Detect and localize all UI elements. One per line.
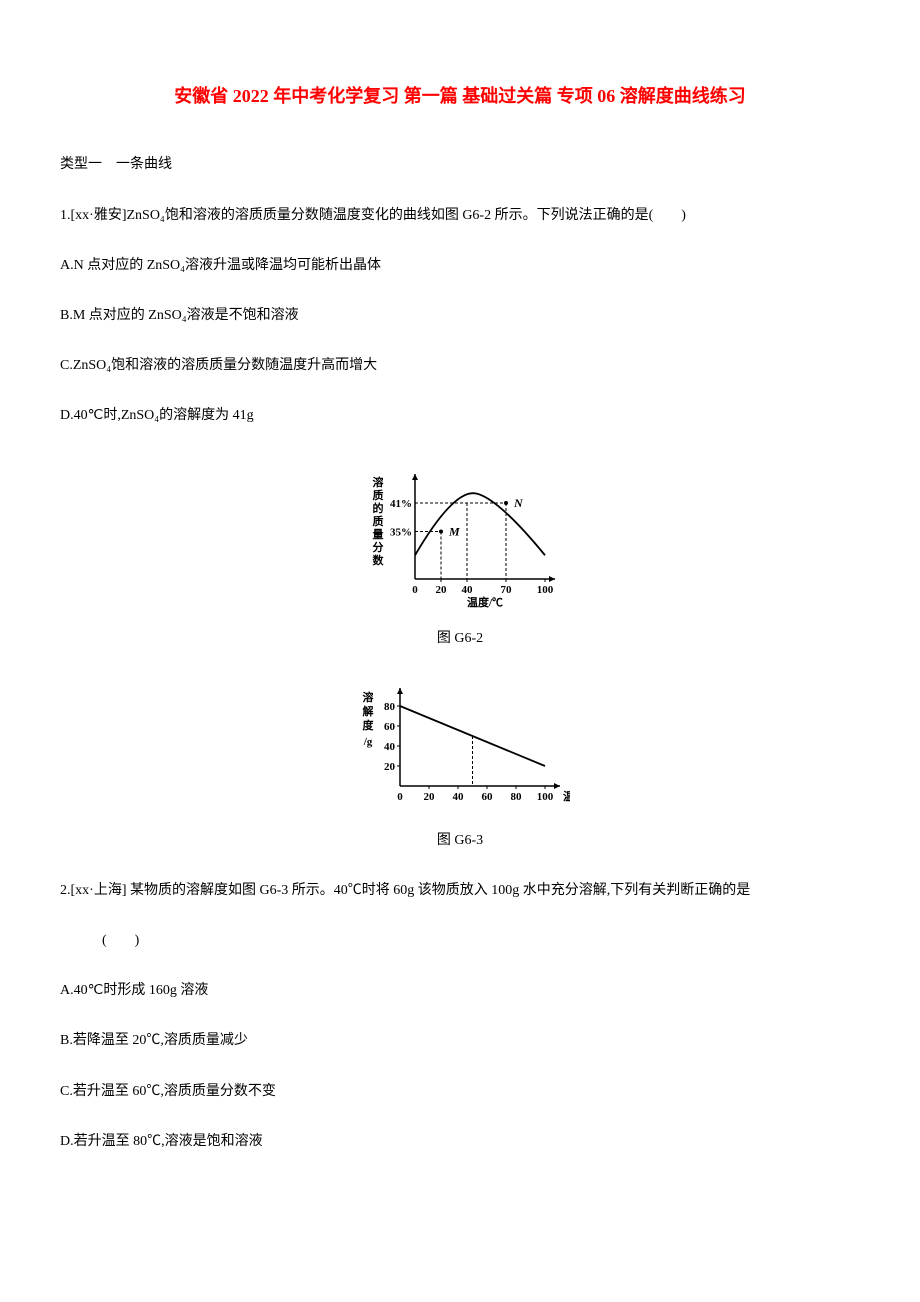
figure-2-caption: 图 G6-3 xyxy=(60,828,860,853)
svg-text:41%: 41% xyxy=(390,498,412,510)
q2-stem: 2.[xx·上海] 某物质的溶解度如图 G6-3 所示。40℃时将 60g 该物… xyxy=(60,878,860,903)
svg-text:60: 60 xyxy=(384,721,396,733)
svg-text:的: 的 xyxy=(373,501,384,515)
svg-text:数: 数 xyxy=(373,553,385,567)
q2-option-c: C.若升温至 60℃,溶质质量分数不变 xyxy=(60,1079,860,1104)
svg-text:40: 40 xyxy=(462,584,474,596)
svg-text:40: 40 xyxy=(384,741,396,753)
q1-option-d: D.40℃时,ZnSO₄的溶解度为 41g xyxy=(60,403,860,428)
q1-option-c: C.ZnSO₄饱和溶液的溶质质量分数随温度升高而增大 xyxy=(60,353,860,378)
svg-text:80: 80 xyxy=(511,791,523,803)
svg-text:20: 20 xyxy=(436,584,448,596)
svg-text:20: 20 xyxy=(424,791,436,803)
q2-option-b: B.若降温至 20℃,溶质质量减少 xyxy=(60,1028,860,1053)
figure-1-caption: 图 G6-2 xyxy=(60,626,860,651)
svg-text:100: 100 xyxy=(537,791,554,803)
q2-option-a: A.40℃时形成 160g 溶液 xyxy=(60,978,860,1003)
svg-text:20: 20 xyxy=(384,761,396,773)
svg-text:温度/℃: 温度/℃ xyxy=(467,595,503,609)
svg-text:度: 度 xyxy=(363,718,375,732)
svg-text:质: 质 xyxy=(373,514,384,528)
svg-text:/g: /g xyxy=(363,736,373,748)
svg-text:0: 0 xyxy=(412,584,418,596)
svg-text:质: 质 xyxy=(373,488,384,502)
page-title: 安徽省 2022 年中考化学复习 第一篇 基础过关篇 专项 06 溶解度曲线练习 xyxy=(60,80,860,112)
svg-text:溶: 溶 xyxy=(363,690,374,704)
svg-text:100: 100 xyxy=(537,584,554,596)
svg-text:70: 70 xyxy=(501,584,513,596)
svg-text:分: 分 xyxy=(373,540,384,554)
svg-text:解: 解 xyxy=(363,704,374,718)
q2-stem-blank: ( ) xyxy=(102,928,860,953)
q1-stem: 1.[xx·雅安]ZnSO₄饱和溶液的溶质质量分数随温度变化的曲线如图 G6-2… xyxy=(60,203,860,228)
svg-text:0: 0 xyxy=(397,791,403,803)
svg-text:M: M xyxy=(448,524,460,538)
q1-option-b: B.M 点对应的 ZnSO₄溶液是不饱和溶液 xyxy=(60,303,860,328)
svg-text:溶: 溶 xyxy=(373,475,384,489)
q2-option-d: D.若升温至 80℃,溶液是饱和溶液 xyxy=(60,1129,860,1154)
q1-option-a: A.N 点对应的 ZnSO₄溶液升温或降温均可能析出晶体 xyxy=(60,253,860,278)
figure-1: 溶质的质量分数温度/℃41%35%0204070100MN 图 G6-2 xyxy=(60,454,860,651)
svg-text:量: 量 xyxy=(373,528,384,541)
svg-text:80: 80 xyxy=(384,701,396,713)
svg-text:温度/℃: 温度/℃ xyxy=(563,789,570,803)
svg-text:35%: 35% xyxy=(390,526,412,538)
figure-2: 溶解度/g 20 40 60 80 0 20 40 60 80 100 温度/℃ 图 G6-3 xyxy=(60,676,860,853)
section-heading: 类型一 一条曲线 xyxy=(60,152,860,177)
svg-text:N: N xyxy=(513,496,524,510)
svg-text:40: 40 xyxy=(453,791,465,803)
svg-text:60: 60 xyxy=(482,791,494,803)
